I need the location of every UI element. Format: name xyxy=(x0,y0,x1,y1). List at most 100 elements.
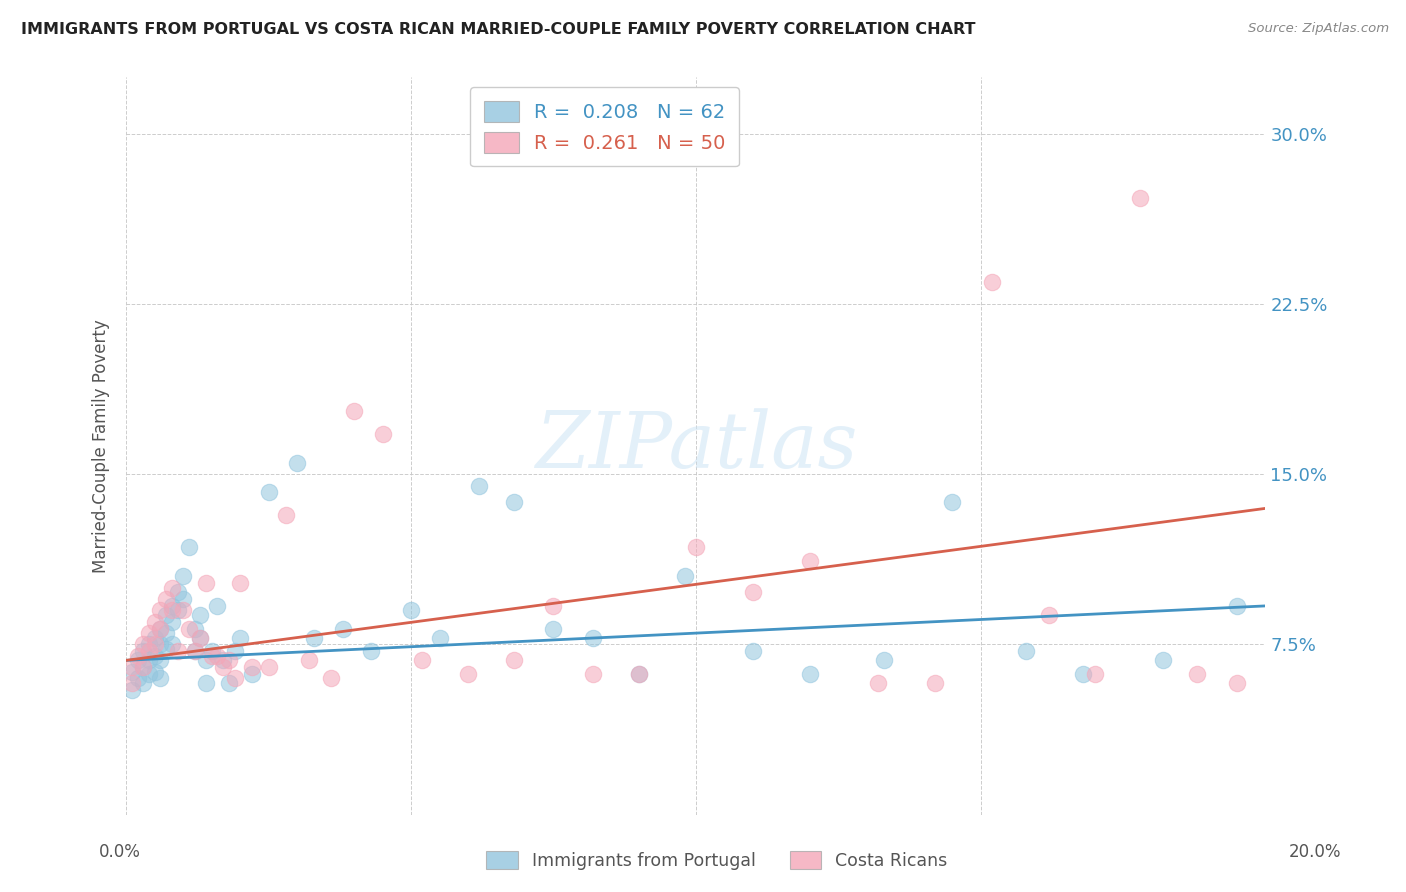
Point xyxy=(121,665,143,679)
Point xyxy=(873,653,896,667)
Point xyxy=(132,637,155,651)
Point xyxy=(371,426,394,441)
Point xyxy=(257,660,280,674)
Point xyxy=(218,676,240,690)
Point xyxy=(240,667,263,681)
Point xyxy=(143,631,166,645)
Point xyxy=(212,660,235,674)
Point xyxy=(343,404,366,418)
Point xyxy=(468,478,491,492)
Point xyxy=(212,653,235,667)
Point xyxy=(183,622,205,636)
Point xyxy=(160,599,183,613)
Point xyxy=(207,599,229,613)
Point xyxy=(149,653,172,667)
Point xyxy=(172,603,194,617)
Point xyxy=(627,667,650,681)
Point xyxy=(138,653,160,667)
Point xyxy=(172,569,194,583)
Point xyxy=(149,603,172,617)
Point xyxy=(741,585,763,599)
Point xyxy=(582,667,605,681)
Text: Source: ZipAtlas.com: Source: ZipAtlas.com xyxy=(1249,22,1389,36)
Point xyxy=(166,603,188,617)
Point xyxy=(1038,607,1060,622)
Point xyxy=(132,660,155,674)
Y-axis label: Married-Couple Family Poverty: Married-Couple Family Poverty xyxy=(93,319,110,573)
Point xyxy=(160,637,183,651)
Point xyxy=(155,626,177,640)
Point xyxy=(627,667,650,681)
Point xyxy=(121,682,143,697)
Point xyxy=(155,607,177,622)
Point xyxy=(149,622,172,636)
Point xyxy=(229,576,252,591)
Point xyxy=(924,676,946,690)
Point xyxy=(127,672,149,686)
Point xyxy=(321,672,343,686)
Point xyxy=(188,607,211,622)
Point xyxy=(1084,667,1107,681)
Point xyxy=(160,581,183,595)
Legend: Immigrants from Portugal, Costa Ricans: Immigrants from Portugal, Costa Ricans xyxy=(478,843,956,879)
Point xyxy=(285,456,308,470)
Point xyxy=(195,653,218,667)
Point xyxy=(121,676,143,690)
Point xyxy=(502,494,524,508)
Point xyxy=(1129,191,1152,205)
Point xyxy=(229,631,252,645)
Point xyxy=(127,648,149,663)
Point xyxy=(149,672,172,686)
Point xyxy=(257,485,280,500)
Point xyxy=(582,631,605,645)
Point xyxy=(741,644,763,658)
Point xyxy=(543,622,565,636)
Point xyxy=(274,508,297,523)
Point xyxy=(132,644,155,658)
Point xyxy=(143,665,166,679)
Point xyxy=(799,553,821,567)
Point xyxy=(399,603,422,617)
Point xyxy=(332,622,354,636)
Point xyxy=(868,676,890,690)
Point xyxy=(1226,676,1249,690)
Point xyxy=(160,603,183,617)
Point xyxy=(155,592,177,607)
Point xyxy=(138,667,160,681)
Point xyxy=(673,569,696,583)
Point xyxy=(207,648,229,663)
Point xyxy=(195,676,218,690)
Legend: R =  0.208   N = 62, R =  0.261   N = 50: R = 0.208 N = 62, R = 0.261 N = 50 xyxy=(470,87,740,167)
Text: 0.0%: 0.0% xyxy=(98,843,141,861)
Point xyxy=(188,631,211,645)
Text: 20.0%: 20.0% xyxy=(1288,843,1341,861)
Point xyxy=(121,660,143,674)
Point xyxy=(127,653,149,667)
Point xyxy=(543,599,565,613)
Point xyxy=(138,637,160,651)
Point xyxy=(132,676,155,690)
Point xyxy=(981,275,1004,289)
Point xyxy=(1071,667,1094,681)
Point xyxy=(138,644,160,658)
Point xyxy=(297,653,319,667)
Point xyxy=(166,585,188,599)
Point xyxy=(1226,599,1249,613)
Point xyxy=(195,576,218,591)
Point xyxy=(218,653,240,667)
Point xyxy=(304,631,326,645)
Point xyxy=(172,592,194,607)
Text: ZIPatlas: ZIPatlas xyxy=(534,408,858,484)
Point xyxy=(1185,667,1208,681)
Point xyxy=(188,631,211,645)
Point xyxy=(138,626,160,640)
Point xyxy=(941,494,963,508)
Point xyxy=(155,642,177,657)
Point xyxy=(685,540,707,554)
Point xyxy=(183,644,205,658)
Point xyxy=(149,622,172,636)
Point xyxy=(183,644,205,658)
Point xyxy=(201,648,224,663)
Point xyxy=(177,622,200,636)
Point xyxy=(1152,653,1174,667)
